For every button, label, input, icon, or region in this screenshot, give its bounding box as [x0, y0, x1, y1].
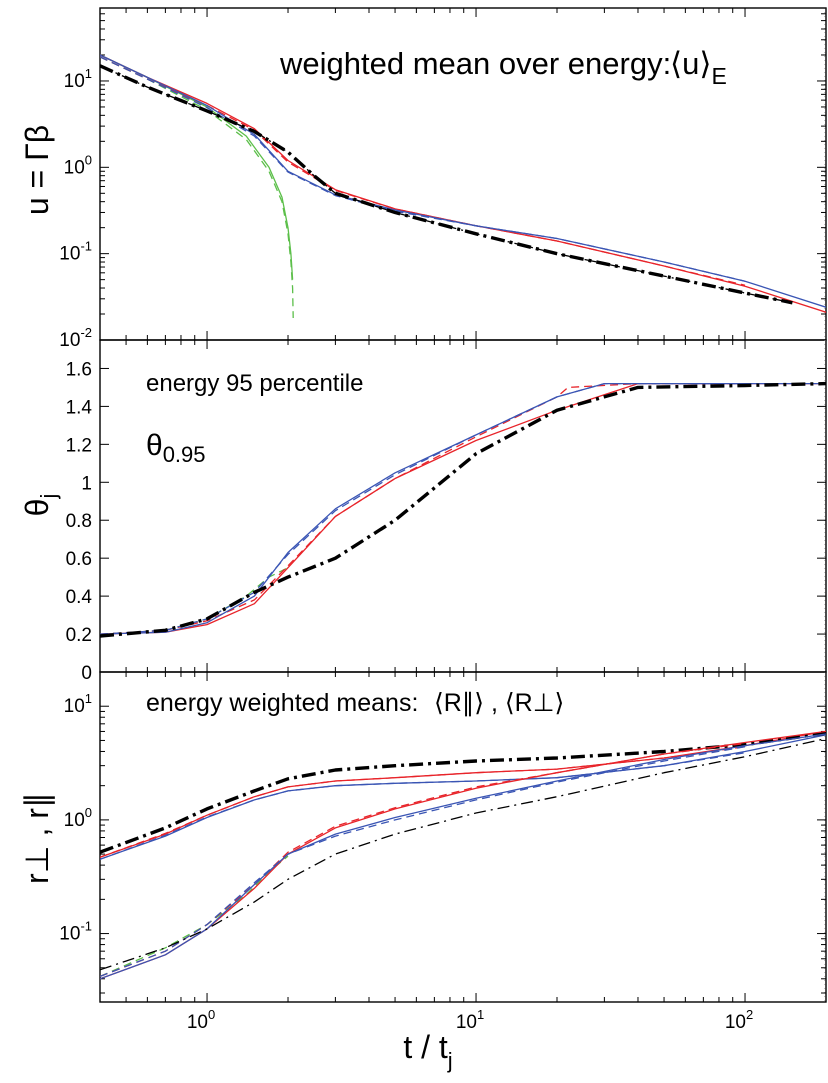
series-line-blue-dashed — [100, 56, 746, 282]
y-tick-label: 100 — [64, 152, 92, 178]
y-tick-label: 1.4 — [66, 397, 93, 418]
x-tick-label: 101 — [456, 1007, 484, 1033]
middle-annotation: θ0.95 — [146, 429, 206, 467]
y-tick-label: 1 — [81, 473, 92, 494]
panel-bottom: 10-1 100 101 100 101 102 energy weighted mean… — [19, 671, 827, 1033]
series-line-blue-solid — [100, 54, 826, 308]
bottom-annotation: ⟨R∥⟩ , ⟨R⊥⟩ — [434, 689, 564, 717]
series-line-blue-solid — [100, 733, 826, 980]
series-line-red-dashed — [100, 746, 746, 858]
series-line-black-dashdot — [100, 65, 793, 304]
series-line-red-dashed — [100, 742, 746, 978]
y-tick-label: 0.8 — [66, 511, 92, 532]
y-tick-label: 100 — [64, 805, 92, 831]
y-tick-label: 101 — [64, 691, 92, 717]
series-line-red-solid — [100, 382, 826, 635]
series-line-red-solid — [100, 730, 826, 980]
series-line-red-dashed — [100, 56, 746, 286]
panel-top: 10-2 10-1 100 101 weighted mean over energy… — [19, 7, 827, 351]
middle-ylabel: θj — [19, 494, 61, 517]
series-group — [100, 730, 826, 980]
series-group — [100, 381, 826, 638]
middle-title: energy 95 percentile — [146, 370, 363, 397]
y-tick-label: 10-1 — [59, 919, 92, 945]
y-tick-label: 0 — [81, 663, 92, 684]
plot-area-bottom: 10-1 100 101 100 101 102 — [59, 671, 827, 1033]
series-line-blue-solid — [100, 382, 826, 635]
top-ylabel: u = Γβ — [19, 125, 55, 215]
series-group — [100, 54, 826, 319]
y-tick-label: 10-1 — [59, 239, 92, 265]
series-line-blue-dashed — [100, 746, 746, 978]
x-tick-label: 102 — [725, 1007, 753, 1033]
series-line-blue-dashed — [100, 382, 745, 635]
y-tick-label: 0.6 — [66, 549, 92, 570]
series-line-red-dashed — [100, 382, 745, 635]
series-line-red-solid — [100, 54, 826, 313]
panel-frame — [99, 671, 827, 1003]
top-annotation: ⟨u⟩E — [670, 46, 727, 89]
panel-middle: 0 0.2 0.4 0.6 0.8 1 1.2 1.4 1.6 energy 95 percen… — [19, 339, 827, 684]
bottom-title: energy weighted means: — [146, 689, 418, 717]
y-tick-label: 1.2 — [66, 435, 92, 456]
plot-area-top: 10-2 10-1 100 101 — [59, 7, 827, 351]
y-tick-label: 1.6 — [66, 359, 92, 380]
y-tick-label: 0.2 — [66, 625, 92, 646]
series-line-green-dashed — [100, 855, 289, 977]
y-tick-label: 0.4 — [66, 587, 93, 608]
series-line-green-solid — [100, 54, 294, 280]
x-tick-label: 100 — [187, 1007, 215, 1033]
y-tick-label: 101 — [64, 66, 92, 92]
series-line-black-dashdot — [100, 381, 826, 638]
x-axis-label: t / tj — [403, 1029, 452, 1073]
series-line-black-dashdot — [100, 731, 826, 854]
series-line-black-dashdot — [100, 737, 826, 971]
top-title: weighted mean over energy: — [279, 46, 671, 81]
series-line-green-dashed — [100, 56, 294, 319]
bottom-ylabel: r⊥ , r∥ — [19, 792, 55, 884]
y-tick-label: 10-2 — [59, 325, 92, 351]
series-line-blue-solid — [100, 734, 826, 860]
series-line-blue-dashed — [100, 752, 746, 860]
